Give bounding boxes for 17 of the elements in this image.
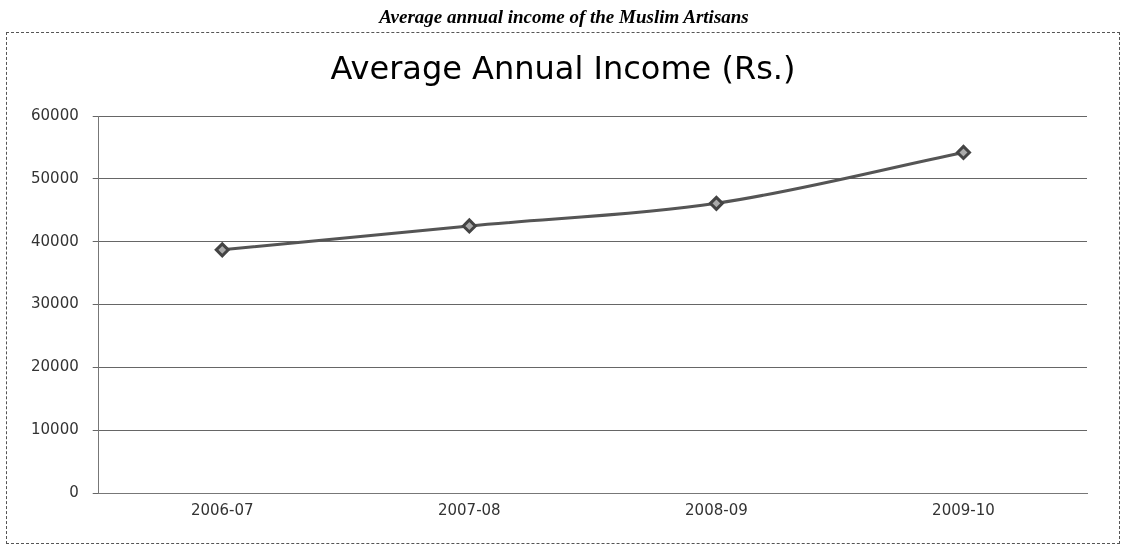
point: [214, 242, 230, 258]
y-tick-label: 40000: [31, 231, 79, 250]
x-tick-label: 2006-07: [190, 500, 254, 519]
chart-title: Average annual income of the Muslim Artisans: [377, 5, 750, 29]
point: [955, 144, 971, 160]
y-tick-label: 10000: [31, 420, 79, 439]
x-tick-label: 2007-08: [437, 500, 501, 519]
point: [708, 195, 724, 211]
y-tick-label: 50000: [31, 168, 79, 187]
chart-subtitle: Average Annual Income (Rs.): [329, 48, 797, 89]
x-tick-label: 2009-10: [932, 500, 995, 519]
y-tick-label: 60000: [31, 105, 79, 124]
y-tick-label: 30000: [31, 294, 79, 313]
y-tick-label: 0: [69, 482, 79, 501]
point: [461, 218, 477, 234]
y-tick-label: 20000: [31, 357, 79, 376]
x-tick-label: 2008-09: [685, 500, 748, 519]
